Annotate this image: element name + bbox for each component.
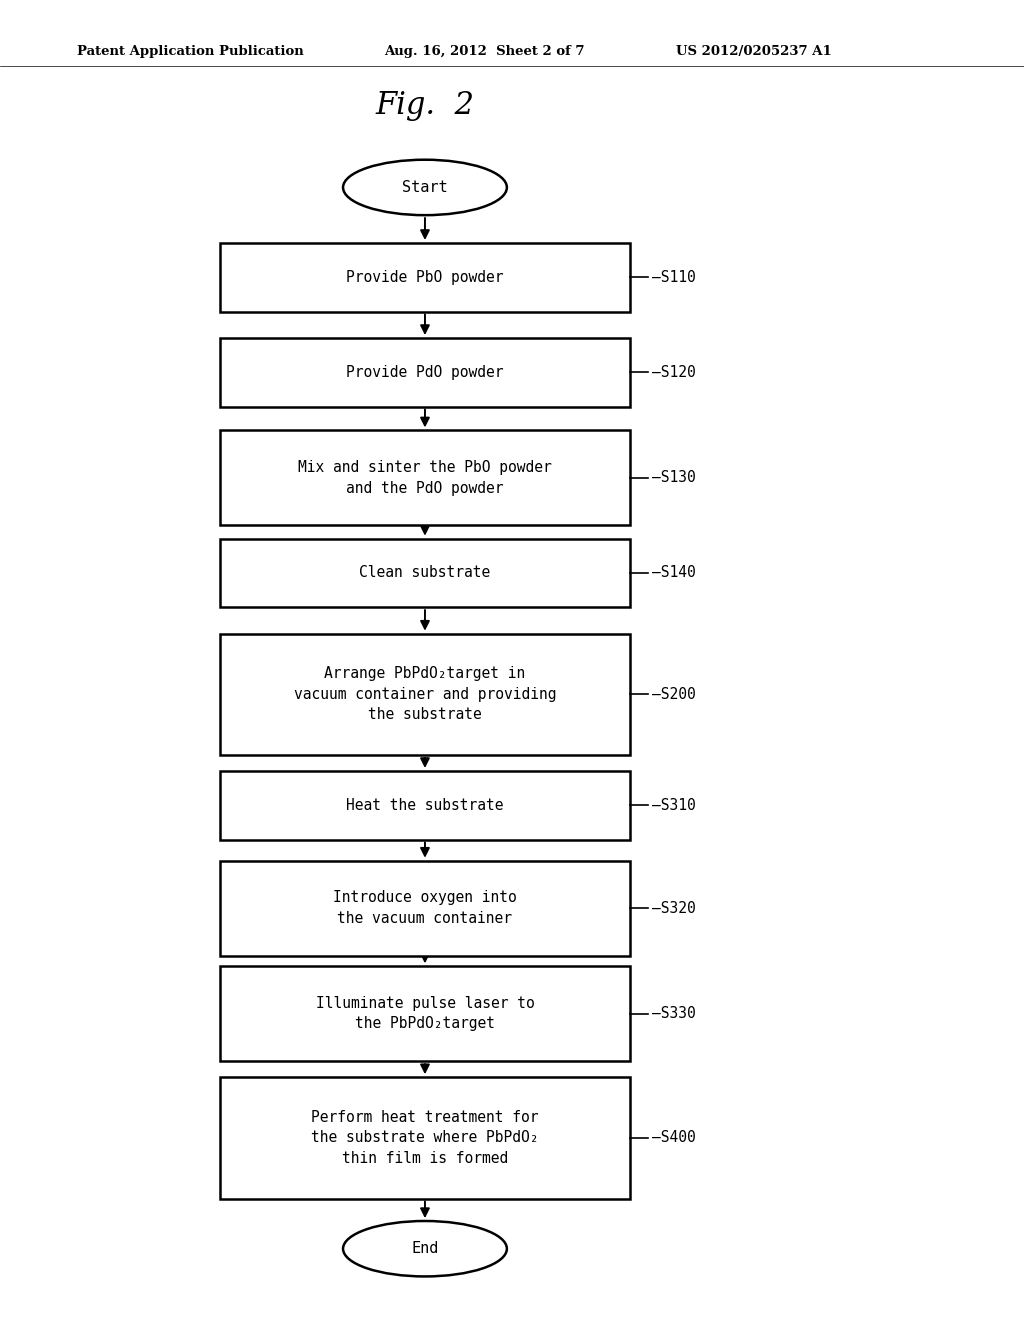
Text: Arrange PbPdO₂target in
vacuum container and providing
the substrate: Arrange PbPdO₂target in vacuum container…	[294, 667, 556, 722]
Text: —S330: —S330	[652, 1006, 696, 1022]
Bar	[220, 539, 630, 607]
Bar	[220, 634, 630, 755]
Text: Perform heat treatment for
the substrate where PbPdO₂
thin film is formed: Perform heat treatment for the substrate…	[311, 1110, 539, 1166]
Text: —S110: —S110	[652, 269, 696, 285]
Bar	[220, 771, 630, 840]
Text: Heat the substrate: Heat the substrate	[346, 797, 504, 813]
Text: Clean substrate: Clean substrate	[359, 565, 490, 581]
Text: Fig.  2: Fig. 2	[376, 90, 474, 120]
Bar	[220, 243, 630, 312]
Text: —S120: —S120	[652, 364, 696, 380]
Text: Aug. 16, 2012  Sheet 2 of 7: Aug. 16, 2012 Sheet 2 of 7	[384, 45, 585, 58]
Text: Patent Application Publication: Patent Application Publication	[77, 45, 303, 58]
Text: —S310: —S310	[652, 797, 696, 813]
Text: —S200: —S200	[652, 686, 696, 702]
Bar	[220, 1077, 630, 1199]
Text: —S400: —S400	[652, 1130, 696, 1146]
Text: —S140: —S140	[652, 565, 696, 581]
Text: —S320: —S320	[652, 900, 696, 916]
Text: Introduce oxygen into
the vacuum container: Introduce oxygen into the vacuum contain…	[333, 891, 517, 925]
Ellipse shape	[343, 1221, 507, 1276]
Text: Provide PdO powder: Provide PdO powder	[346, 364, 504, 380]
Bar	[220, 338, 630, 407]
Text: US 2012/0205237 A1: US 2012/0205237 A1	[676, 45, 831, 58]
Text: Provide PbO powder: Provide PbO powder	[346, 269, 504, 285]
Bar	[220, 430, 630, 525]
Text: Start: Start	[402, 180, 447, 195]
Ellipse shape	[343, 160, 507, 215]
Text: —S130: —S130	[652, 470, 696, 486]
Text: End: End	[412, 1241, 438, 1257]
Text: Mix and sinter the PbO powder
and the PdO powder: Mix and sinter the PbO powder and the Pd…	[298, 461, 552, 495]
Bar	[220, 861, 630, 956]
Bar	[220, 966, 630, 1061]
Text: Illuminate pulse laser to
the PbPdO₂target: Illuminate pulse laser to the PbPdO₂targ…	[315, 997, 535, 1031]
